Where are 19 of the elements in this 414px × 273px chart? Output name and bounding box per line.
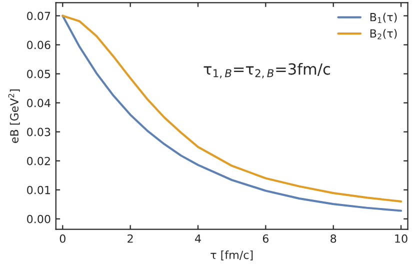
y-tick-label: 0.07 — [27, 12, 50, 20]
x-tick-label: 2 — [128, 234, 133, 243]
x-tick-label: 8 — [330, 234, 336, 243]
y-tick-label: 0.04 — [27, 98, 50, 108]
x-tick-label: 6 — [262, 234, 269, 243]
y-tick-label: 0.02 — [27, 156, 50, 166]
y-axis-title: eB [GeV$^{2}$] — [8, 89, 20, 143]
x-tick-label: 4 — [195, 234, 201, 243]
x-tick-label: 10 — [395, 234, 408, 243]
annotation: τ$_{1,B}$=τ$_{2,B}$=3fm/c — [204, 62, 330, 78]
y-tick-label: 0.06 — [27, 40, 50, 50]
y-tick-label: 0.00 — [27, 214, 50, 224]
legend-label: B$_{2}$(τ) — [370, 29, 397, 40]
y-tick-label: 0.03 — [27, 128, 50, 136]
y-tick-label: 0.01 — [27, 186, 50, 194]
legend-label: B$_{1}$(τ) — [370, 12, 397, 23]
x-axis-title: τ [fm/c] — [210, 250, 253, 260]
y-tick-label: 0.05 — [27, 70, 50, 78]
x-tick-label: 0 — [60, 234, 66, 243]
